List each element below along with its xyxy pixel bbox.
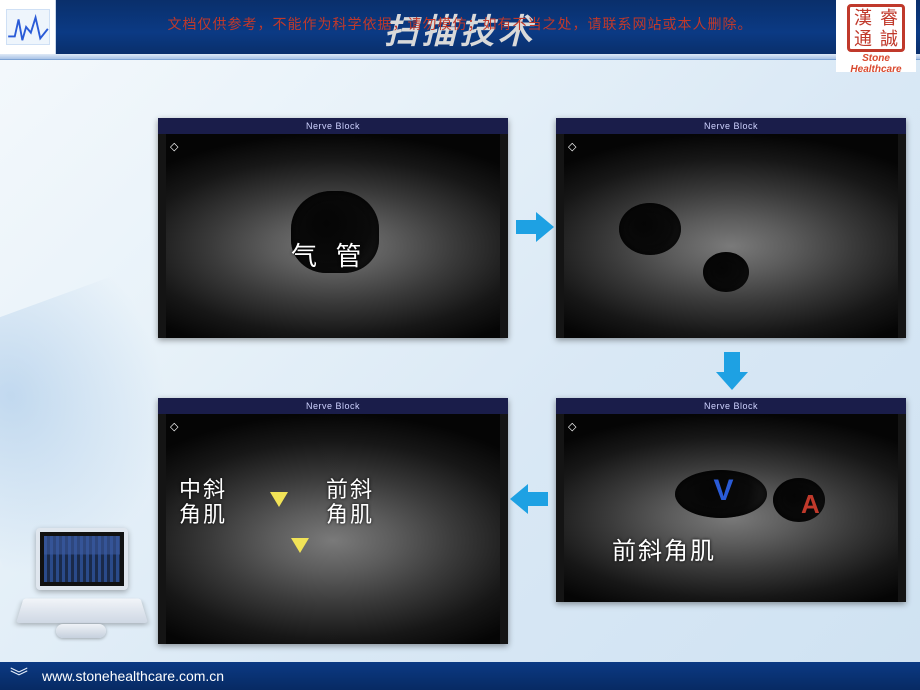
chevron-down-icon: ︾ [10, 668, 28, 686]
slide-footer: ︾ www.stonehealthcare.com.cn [0, 662, 920, 690]
seal-stamp-icon: 漢 睿 通 誠 [847, 4, 905, 52]
footer-url: www.stonehealthcare.com.cn [42, 668, 224, 684]
slide-content: Nerve Block ◇ 气 管 Nerve Block ◇ Nerve Bl… [0, 60, 920, 662]
flow-arrow-right-icon [516, 220, 538, 234]
flow-arrow-down-icon [724, 352, 740, 374]
ultrasound-panel-1: Nerve Block ◇ 气 管 [158, 118, 508, 338]
slide-title: 扫描技术 [0, 4, 920, 53]
panel-title: Nerve Block [556, 398, 906, 414]
orientation-marker-icon: ◇ [170, 140, 179, 149]
seal-char: 誠 [876, 28, 902, 49]
seal-char: 漢 [850, 7, 876, 28]
marker-vein: V [714, 474, 734, 508]
logo-wave-icon [6, 9, 50, 45]
label-anterior-scalene: 前斜 角肌 [326, 478, 374, 526]
ultrasound-image: ◇ 气 管 [158, 134, 508, 338]
orientation-marker-icon: ◇ [568, 140, 577, 149]
panel-title: Nerve Block [556, 118, 906, 134]
ultrasound-panel-3: Nerve Block ◇ V A 前斜角肌 [556, 398, 906, 602]
ultrasound-image: ◇ [556, 134, 906, 338]
panel-title: Nerve Block [158, 398, 508, 414]
label-trachea: 气 管 [291, 236, 368, 273]
pointer-triangle-icon [270, 492, 288, 507]
ultrasound-image: ◇ V A 前斜角肌 [556, 414, 906, 602]
orientation-marker-icon: ◇ [568, 420, 577, 429]
disclaimer-text: 文档仅供参考，不能作为科学依据，请勿模仿；如有不当之处，请联系网站或本人删除。 [0, 14, 920, 34]
flow-arrow-left-icon [526, 492, 548, 506]
ultrasound-panel-4: Nerve Block ◇ 中斜 角肌 前斜 角肌 [158, 398, 508, 644]
ultrasound-image: ◇ 中斜 角肌 前斜 角肌 [158, 414, 508, 644]
seal-char: 通 [850, 28, 876, 49]
marker-artery: A [801, 489, 820, 520]
logo-box [0, 0, 56, 54]
ultrasound-panel-2: Nerve Block ◇ [556, 118, 906, 338]
label-anterior-scalene: 前斜角肌 [612, 531, 716, 566]
panel-title: Nerve Block [158, 118, 508, 134]
label-middle-scalene: 中斜 角肌 [179, 478, 227, 526]
pointer-triangle-icon [291, 538, 309, 553]
seal-char: 睿 [876, 7, 902, 28]
orientation-marker-icon: ◇ [170, 420, 179, 429]
slide-header: 扫描技术 文档仅供参考，不能作为科学依据，请勿模仿；如有不当之处，请联系网站或本… [0, 0, 920, 54]
ultrasound-device-icon [2, 524, 152, 634]
